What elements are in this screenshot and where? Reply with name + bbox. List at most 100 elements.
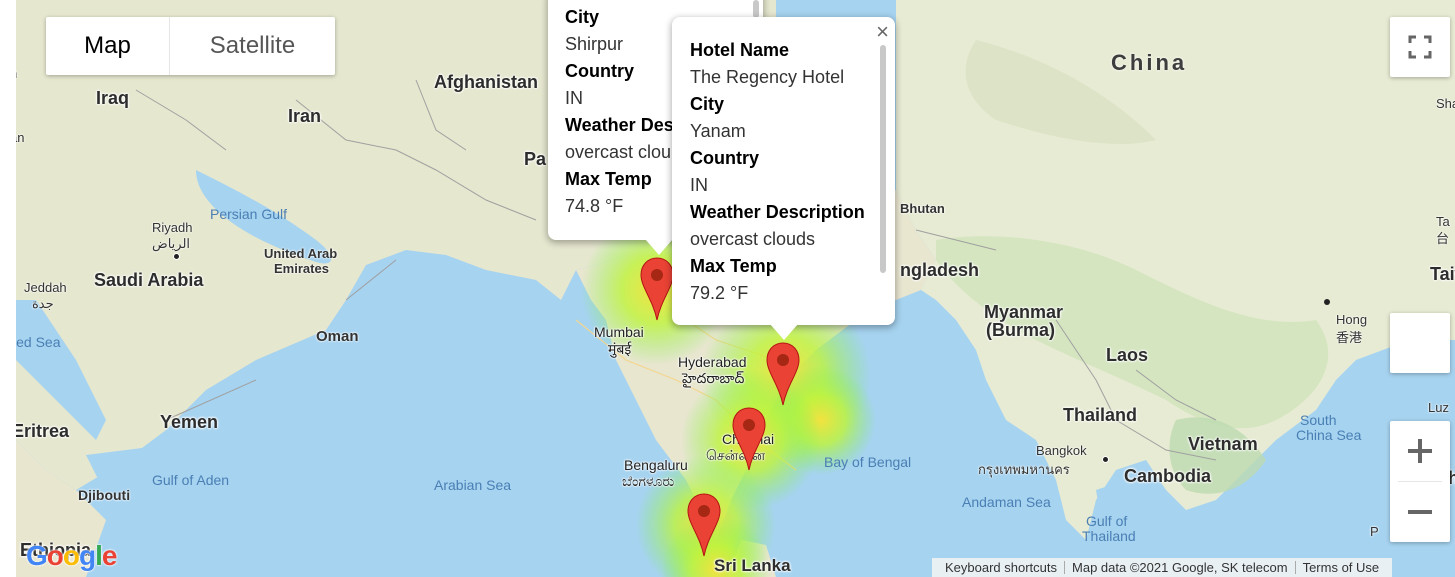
label-yemen: Yemen: [160, 412, 219, 432]
label-persian-gulf: Persian Gulf: [210, 206, 288, 222]
label-hyderabad: Hyderabad: [678, 354, 747, 370]
iw2-hotel-value: The Regency Hotel: [690, 67, 845, 87]
info-window-yanam: × Hotel Name The Regency Hotel City Yana…: [672, 17, 895, 325]
map-marker[interactable]: [639, 256, 675, 322]
label-bengaluru-local: ಬೆಂಗಳೂರು: [622, 473, 675, 489]
label-saudi-arabia: Saudi Arabia: [94, 270, 204, 290]
label-hong-kong-local: 香港: [1336, 330, 1363, 345]
hong-kong-dot: [1324, 299, 1330, 305]
iw2-country-heading: Country: [690, 148, 759, 168]
iw2-country-value: IN: [690, 175, 708, 195]
footer-divider: [1294, 561, 1296, 574]
iw1-country-heading: Country: [565, 61, 634, 81]
label-china: China: [1111, 50, 1188, 75]
label-p: P: [1370, 524, 1379, 539]
label-uae-1: United Arab: [264, 246, 338, 261]
label-tai-local: 台: [1436, 231, 1450, 246]
label-cambodia: Cambodia: [1124, 466, 1212, 486]
label-mumbai-local: मुंबई: [608, 341, 632, 357]
map-type-control: Map Satellite: [46, 17, 335, 75]
plus-icon: [1408, 439, 1432, 463]
iw2-scrollbar[interactable]: [880, 45, 886, 273]
label-bhutan: Bhutan: [900, 201, 945, 216]
minus-icon: [1408, 510, 1432, 514]
label-iraq: Iraq: [96, 88, 130, 108]
label-taiwan: Taiw: [1430, 264, 1455, 284]
label-riyadh: Riyadh: [152, 220, 193, 235]
label-hong-kong: Hong: [1336, 312, 1368, 327]
map-marker[interactable]: [731, 406, 767, 472]
map-type-map-button[interactable]: Map: [46, 17, 170, 75]
iw1-maxtemp-heading: Max Temp: [565, 169, 652, 189]
iw2-maxtemp-heading: Max Temp: [690, 256, 777, 276]
iw1-weather-value: overcast clou: [565, 142, 672, 162]
bangkok-dot: [1102, 456, 1109, 463]
label-luz: Luz: [1428, 400, 1449, 415]
fullscreen-icon: [1408, 35, 1432, 59]
footer-divider: [1064, 561, 1066, 574]
riyadh-dot: [173, 253, 180, 260]
iw1-weather-heading: Weather Des: [565, 115, 674, 135]
iw1-maxtemp-value: 74.8 °F: [565, 196, 624, 216]
map-footer: Keyboard shortcuts Map data ©2021 Google…: [932, 558, 1393, 577]
zoom-out-button[interactable]: [1390, 482, 1450, 542]
label-bengaluru: Bengaluru: [624, 457, 688, 473]
label-n: n: [16, 66, 17, 81]
map-data-attribution: Map data ©2021 Google, SK telecom: [1072, 560, 1288, 575]
map-marker[interactable]: [686, 492, 722, 558]
label-pa: Pa: [524, 149, 547, 169]
keyboard-shortcuts-link[interactable]: Keyboard shortcuts: [945, 560, 1058, 575]
iw2-weather-heading: Weather Description: [690, 202, 865, 222]
info-window-yanam-tail: [770, 324, 798, 340]
google-logo[interactable]: Google: [26, 540, 117, 571]
label-south-china-sea-1: South: [1300, 412, 1337, 428]
label-andaman-sea: Andaman Sea: [962, 494, 1051, 510]
label-ethiopia: Ethiopia: [20, 540, 91, 560]
label-afghanistan: Afghanistan: [434, 72, 539, 92]
map-type-satellite-button[interactable]: Satellite: [209, 32, 296, 59]
label-gulf-aden: Gulf of Aden: [152, 472, 230, 488]
label-bay-of-bengal: Bay of Bengal: [824, 454, 912, 470]
close-icon[interactable]: ×: [876, 19, 889, 44]
map-canvas[interactable]: China Afghanistan Iraq Iran Pa Persian G…: [16, 0, 1455, 577]
label-red-sea: Red Sea: [16, 334, 61, 350]
label-laos: Laos: [1106, 345, 1149, 365]
label-bangladesh: ngladesh: [900, 260, 980, 280]
label-riyadh-ar: الرياض: [152, 236, 191, 251]
zoom-control: [1390, 421, 1450, 542]
label-djibouti: Djibouti: [78, 487, 131, 503]
iw2-city-heading: City: [690, 94, 725, 114]
label-vietnam: Vietnam: [1188, 434, 1258, 454]
zoom-in-button[interactable]: [1390, 421, 1450, 481]
iw2-city-value: Yanam: [690, 121, 746, 141]
label-myanmar: Myanmar: [984, 302, 1064, 322]
label-hyderabad-local: హైదరాబాద్: [682, 370, 745, 386]
label-bangkok-local: กรุงเทพมหานคร: [978, 462, 1070, 477]
label-ta: Ta: [1436, 214, 1450, 229]
iw2-maxtemp-value: 79.2 °F: [690, 283, 749, 303]
label-oman: Oman: [316, 328, 359, 345]
info-window-shirpur-tail: [645, 239, 673, 255]
fullscreen-button[interactable]: [1390, 17, 1450, 77]
label-arabian-sea: Arabian Sea: [434, 477, 512, 493]
terms-of-use-link[interactable]: Terms of Use: [1302, 560, 1380, 575]
label-south-china-sea-2: China Sea: [1296, 427, 1362, 443]
iw2-weather-value: overcast clouds: [690, 229, 816, 249]
label-gulf-of: Gulf of: [1086, 513, 1128, 529]
label-sri-lanka: Sri Lanka: [714, 556, 791, 575]
map-marker[interactable]: [765, 341, 801, 407]
iw1-scrollbar[interactable]: [753, 0, 759, 18]
label-gulf-thailand: Thailand: [1082, 528, 1136, 544]
label-bangkok: Bangkok: [1036, 443, 1087, 458]
label-shan: Shan: [1436, 96, 1455, 111]
iw2-hotel-heading: Hotel Name: [690, 40, 790, 60]
label-burma: (Burma): [986, 320, 1056, 340]
iw1-city-heading: City: [565, 7, 600, 27]
label-uae-2: Emirates: [274, 261, 329, 276]
label-an: an: [16, 130, 25, 145]
label-jeddah: Jeddah: [24, 280, 67, 295]
iw1-city-value: Shirpur: [565, 34, 624, 54]
street-view-pegman-button[interactable]: [1390, 313, 1450, 373]
label-thailand: Thailand: [1063, 405, 1138, 425]
label-mumbai: Mumbai: [594, 324, 644, 340]
